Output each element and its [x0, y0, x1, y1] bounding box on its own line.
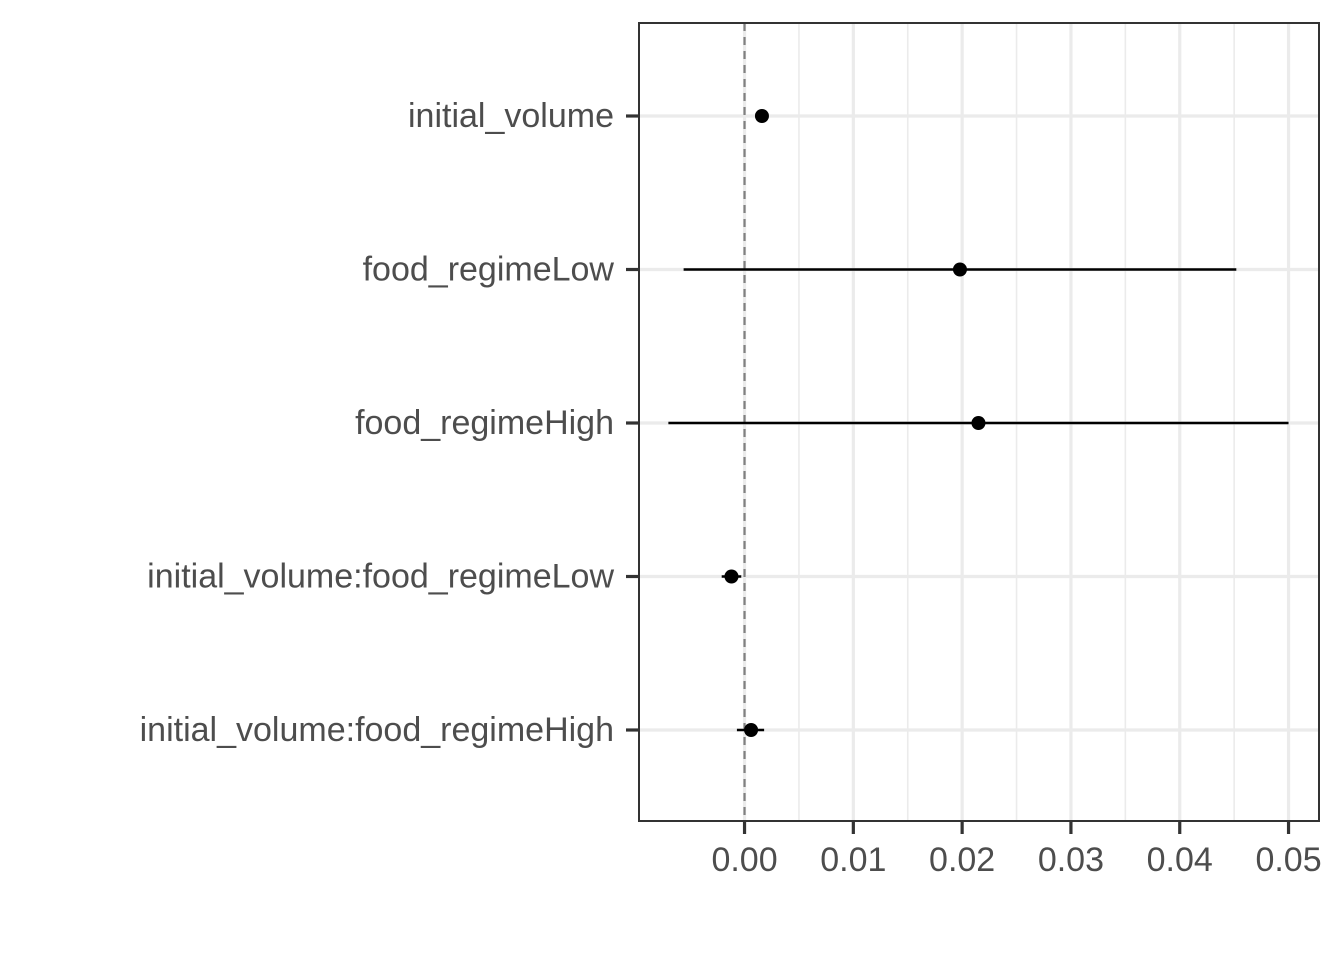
y-tick-label: initial_volume [408, 97, 614, 135]
y-tick-label: food_regimeLow [363, 251, 615, 289]
x-tick-label: 0.01 [820, 841, 886, 879]
estimate-point-initial-volume [754, 109, 769, 123]
x-tick-label: 0.05 [1255, 841, 1321, 879]
y-axis: initial_volume food_regimeLow food_regimeH… [140, 97, 639, 749]
x-axis: 0.00 0.01 0.02 0.03 0.04 0.05 [711, 821, 1322, 879]
x-tick-label: 0.02 [929, 841, 995, 879]
estimate-point-initial-volume-food-regimelow [724, 569, 739, 584]
x-tick-label: 0.04 [1147, 841, 1213, 879]
estimate-point-food-regimehigh [971, 416, 986, 430]
y-tick-label: initial_volume:food_regimeLow [147, 558, 614, 596]
estimate-point-food-regimelow [952, 262, 967, 277]
y-tick-label: food_regimeHigh [355, 404, 614, 442]
estimate-points [724, 109, 986, 737]
estimate-point-initial-volume-food-regimehigh [744, 723, 759, 737]
x-tick-label: 0.00 [711, 841, 777, 879]
y-tick-label: initial_volume:food_regimeHigh [140, 711, 614, 749]
x-tick-label: 0.03 [1038, 841, 1104, 879]
